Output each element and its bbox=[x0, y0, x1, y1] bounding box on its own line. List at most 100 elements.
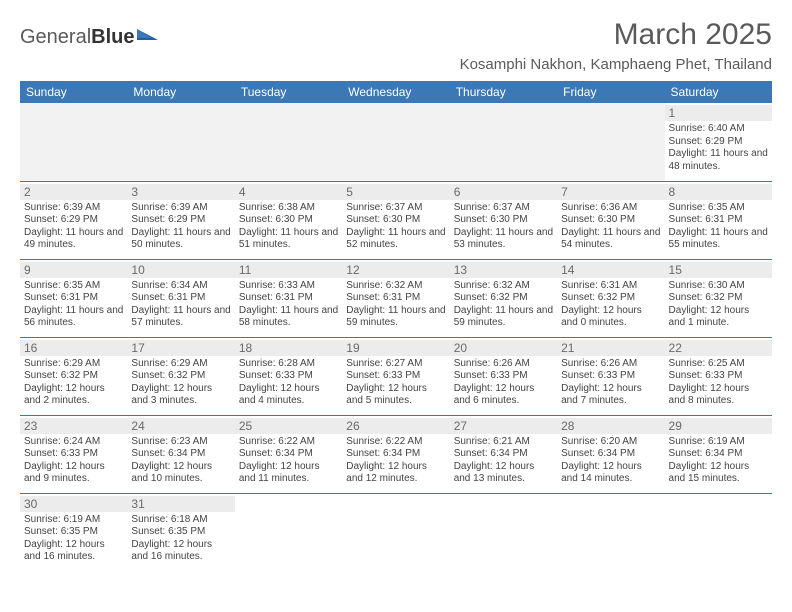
daylight-text: Daylight: 11 hours and 49 minutes. bbox=[24, 227, 123, 252]
day-number: 31 bbox=[127, 496, 234, 512]
sunrise-text: Sunrise: 6:38 AM bbox=[239, 202, 338, 215]
calendar-cell: 30Sunrise: 6:19 AMSunset: 6:35 PMDayligh… bbox=[20, 493, 127, 571]
calendar-cell-empty bbox=[342, 493, 449, 571]
sunset-text: Sunset: 6:34 PM bbox=[131, 448, 230, 461]
day-number: 7 bbox=[557, 184, 664, 200]
calendar-cell: 26 Sunrise: 6:22 AMSunset: 6:34 PMDayligh… bbox=[342, 415, 449, 493]
calendar-table: SundayMondayTuesdayWednesdayThursdayFrid… bbox=[20, 81, 772, 571]
sunset-text: Sunset: 6:35 PM bbox=[24, 526, 123, 539]
day-number: 16 bbox=[20, 340, 127, 356]
calendar-cell: 20Sunrise: 6:26 AMSunset: 6:33 PMDayligh… bbox=[450, 337, 557, 415]
daylight-text: Daylight: 12 hours and 3 minutes. bbox=[131, 383, 230, 408]
sunset-text: Sunset: 6:31 PM bbox=[346, 292, 445, 305]
calendar-cell: 8Sunrise: 6:35 AMSunset: 6:31 PMDaylight… bbox=[665, 181, 772, 259]
daylight-text: Daylight: 12 hours and 2 minutes. bbox=[24, 383, 123, 408]
day-info: Sunrise: 6:30 AMSunset: 6:32 PMDaylight:… bbox=[669, 280, 768, 330]
day-info: Sunrise: 6:29 AMSunset: 6:32 PMDaylight:… bbox=[131, 358, 230, 408]
calendar-cell: 18Sunrise: 6:28 AMSunset: 6:33 PMDayligh… bbox=[235, 337, 342, 415]
day-info: Sunrise: 6:37 AMSunset: 6:30 PMDaylight:… bbox=[454, 202, 553, 252]
daylight-text: Daylight: 11 hours and 52 minutes. bbox=[346, 227, 445, 252]
sunset-text: Sunset: 6:30 PM bbox=[346, 214, 445, 227]
day-number: 30 bbox=[20, 496, 127, 512]
sunrise-text: Sunrise: 6:25 AM bbox=[669, 358, 768, 371]
calendar-cell: 15Sunrise: 6:30 AMSunset: 6:32 PMDayligh… bbox=[665, 259, 772, 337]
calendar-cell-empty bbox=[557, 493, 664, 571]
daylight-text: Daylight: 11 hours and 57 minutes. bbox=[131, 305, 230, 330]
daylight-text: Daylight: 12 hours and 12 minutes. bbox=[346, 461, 445, 486]
daylight-text: Daylight: 11 hours and 58 minutes. bbox=[239, 305, 338, 330]
sunrise-text: Sunrise: 6:37 AM bbox=[346, 202, 445, 215]
sunrise-text: Sunrise: 6:18 AM bbox=[131, 514, 230, 527]
day-number: 23 bbox=[20, 418, 127, 434]
header: GeneralBlue March 2025 Kosamphi Nakhon, … bbox=[20, 18, 772, 73]
sunset-text: Sunset: 6:32 PM bbox=[454, 292, 553, 305]
sunset-text: Sunset: 6:29 PM bbox=[669, 136, 768, 149]
day-info: Sunrise: 6:36 AMSunset: 6:30 PMDaylight:… bbox=[561, 202, 660, 252]
logo: GeneralBlue bbox=[20, 26, 160, 49]
day-info: Sunrise: 6:23 AMSunset: 6:34 PMDaylight:… bbox=[131, 436, 230, 486]
logo-part1: General bbox=[20, 26, 91, 48]
daylight-text: Daylight: 12 hours and 7 minutes. bbox=[561, 383, 660, 408]
sunset-text: Sunset: 6:33 PM bbox=[346, 370, 445, 383]
calendar-cell: 25Sunrise: 6:22 AMSunset: 6:34 PMDayligh… bbox=[235, 415, 342, 493]
day-info: Sunrise: 6:37 AMSunset: 6:30 PMDaylight:… bbox=[346, 202, 445, 252]
day-info: Sunrise: 6:35 AMSunset: 6:31 PMDaylight:… bbox=[24, 280, 123, 330]
calendar-cell: 5Sunrise: 6:37 AMSunset: 6:30 PMDaylight… bbox=[342, 181, 449, 259]
calendar-cell: 12 Sunrise: 6:32 AMSunset: 6:31 PMDayligh… bbox=[342, 259, 449, 337]
sunset-text: Sunset: 6:30 PM bbox=[561, 214, 660, 227]
weekday-header: Tuesday bbox=[235, 81, 342, 103]
title-block: March 2025 Kosamphi Nakhon, Kamphaeng Ph… bbox=[460, 18, 772, 73]
calendar-cell: 9 Sunrise: 6:35 AMSunset: 6:31 PMDaylight… bbox=[20, 259, 127, 337]
weekday-header-row: SundayMondayTuesdayWednesdayThursdayFrid… bbox=[20, 81, 772, 103]
day-info: Sunrise: 6:22 AMSunset: 6:34 PMDaylight:… bbox=[346, 436, 445, 486]
sunrise-text: Sunrise: 6:20 AM bbox=[561, 436, 660, 449]
sunrise-text: Sunrise: 6:23 AM bbox=[131, 436, 230, 449]
sunset-text: Sunset: 6:32 PM bbox=[561, 292, 660, 305]
calendar-cell: 2Sunrise: 6:39 AMSunset: 6:29 PMDaylight… bbox=[20, 181, 127, 259]
sunrise-text: Sunrise: 6:39 AM bbox=[131, 202, 230, 215]
daylight-text: Daylight: 11 hours and 59 minutes. bbox=[454, 305, 553, 330]
sunrise-text: Sunrise: 6:35 AM bbox=[24, 280, 123, 293]
day-number: 9 bbox=[20, 262, 127, 278]
day-number: 26 bbox=[342, 418, 449, 434]
daylight-text: Daylight: 11 hours and 56 minutes. bbox=[24, 305, 123, 330]
day-number: 11 bbox=[235, 262, 342, 278]
calendar-row: 2Sunrise: 6:39 AMSunset: 6:29 PMDaylight… bbox=[20, 181, 772, 259]
weekday-header: Saturday bbox=[665, 81, 772, 103]
sunset-text: Sunset: 6:29 PM bbox=[24, 214, 123, 227]
daylight-text: Daylight: 11 hours and 54 minutes. bbox=[561, 227, 660, 252]
day-number: 22 bbox=[665, 340, 772, 356]
day-info: Sunrise: 6:20 AMSunset: 6:34 PMDaylight:… bbox=[561, 436, 660, 486]
sunrise-text: Sunrise: 6:22 AM bbox=[239, 436, 338, 449]
day-number: 19 bbox=[342, 340, 449, 356]
daylight-text: Daylight: 12 hours and 13 minutes. bbox=[454, 461, 553, 486]
weekday-header: Monday bbox=[127, 81, 234, 103]
calendar-cell-empty bbox=[665, 493, 772, 571]
calendar-cell-empty bbox=[235, 103, 342, 181]
sunset-text: Sunset: 6:33 PM bbox=[24, 448, 123, 461]
day-info: Sunrise: 6:32 AMSunset: 6:31 PMDaylight:… bbox=[346, 280, 445, 330]
day-number: 3 bbox=[127, 184, 234, 200]
daylight-text: Daylight: 12 hours and 6 minutes. bbox=[454, 383, 553, 408]
day-info: Sunrise: 6:27 AMSunset: 6:33 PMDaylight:… bbox=[346, 358, 445, 408]
calendar-cell: 4Sunrise: 6:38 AMSunset: 6:30 PMDaylight… bbox=[235, 181, 342, 259]
day-info: Sunrise: 6:22 AMSunset: 6:34 PMDaylight:… bbox=[239, 436, 338, 486]
day-number: 17 bbox=[127, 340, 234, 356]
month-title: March 2025 bbox=[460, 18, 772, 52]
calendar-cell: 3Sunrise: 6:39 AMSunset: 6:29 PMDaylight… bbox=[127, 181, 234, 259]
sunrise-text: Sunrise: 6:19 AM bbox=[669, 436, 768, 449]
daylight-text: Daylight: 12 hours and 8 minutes. bbox=[669, 383, 768, 408]
day-number: 12 bbox=[342, 262, 449, 278]
sunset-text: Sunset: 6:34 PM bbox=[454, 448, 553, 461]
sunrise-text: Sunrise: 6:34 AM bbox=[131, 280, 230, 293]
calendar-cell: 11Sunrise: 6:33 AMSunset: 6:31 PMDayligh… bbox=[235, 259, 342, 337]
day-info: Sunrise: 6:32 AMSunset: 6:32 PMDaylight:… bbox=[454, 280, 553, 330]
daylight-text: Daylight: 12 hours and 16 minutes. bbox=[24, 539, 123, 564]
calendar-body: 1Sunrise: 6:40 AMSunset: 6:29 PMDaylight… bbox=[20, 103, 772, 571]
sunset-text: Sunset: 6:33 PM bbox=[239, 370, 338, 383]
sunrise-text: Sunrise: 6:28 AM bbox=[239, 358, 338, 371]
sunrise-text: Sunrise: 6:29 AM bbox=[131, 358, 230, 371]
day-number: 2 bbox=[20, 184, 127, 200]
day-info: Sunrise: 6:31 AMSunset: 6:32 PMDaylight:… bbox=[561, 280, 660, 330]
sunrise-text: Sunrise: 6:32 AM bbox=[346, 280, 445, 293]
